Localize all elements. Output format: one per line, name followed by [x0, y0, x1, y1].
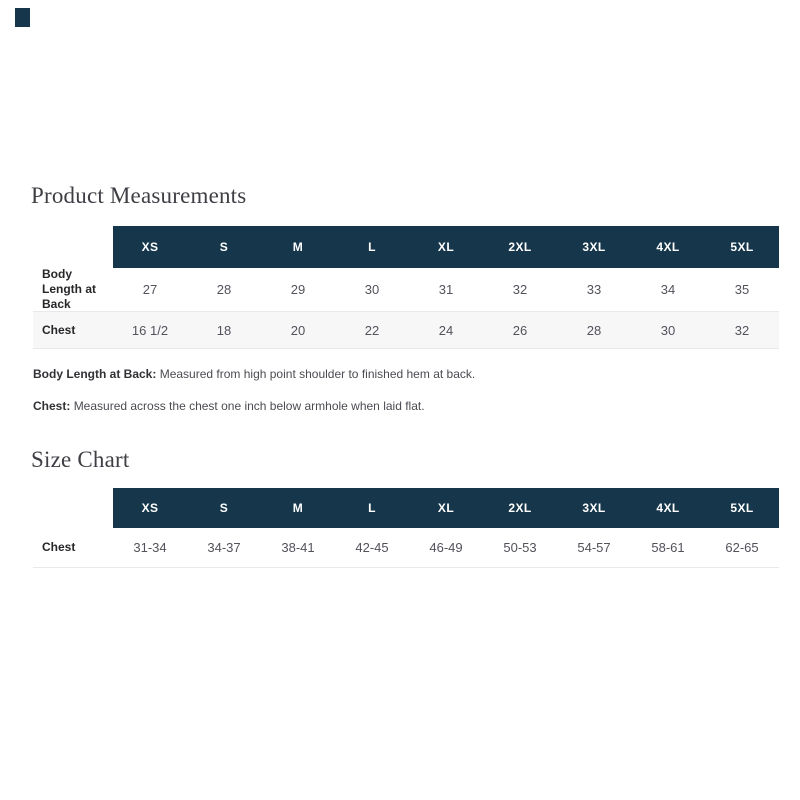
row-label: Body Length at Back: [42, 267, 96, 311]
measurement-value: 28: [586, 322, 602, 338]
product-measurements-table: XS S M L XL 2XL 3XL 4XL 5XL Body Length …: [33, 226, 779, 349]
note-text: Measured across the chest one inch below…: [73, 399, 425, 413]
size-range-value: 46-49: [429, 540, 463, 555]
size-range-value: 54-57: [577, 540, 611, 555]
row-label: Chest: [42, 322, 76, 337]
product-measurements-heading: Product Measurements: [31, 183, 247, 208]
size-header-2xl: 2XL: [483, 226, 557, 268]
size-range-value: 38-41: [281, 540, 315, 555]
row-label: Chest: [42, 540, 76, 554]
size-chart-heading: Size Chart: [31, 447, 130, 472]
size-range-value: 62-65: [725, 540, 759, 555]
size-guide-content: Product Measurements XS S M L XL 2XL 3XL…: [31, 183, 800, 568]
measurement-value: 20: [290, 322, 306, 338]
corner-mark: [15, 8, 30, 27]
measurement-value: 28: [216, 282, 232, 297]
measurement-value: 31: [438, 282, 454, 297]
measurement-value: 33: [586, 282, 602, 297]
note-label: Body Length at Back:: [33, 367, 157, 381]
body-length-note: Body Length at Back: Measured from high …: [33, 367, 800, 382]
size-header-m: M: [261, 226, 335, 268]
size-header-xl: XL: [409, 226, 483, 268]
size-header-l: L: [335, 488, 409, 528]
measurement-value: 30: [660, 322, 676, 338]
size-chart-table-header: XS S M L XL 2XL 3XL 4XL 5XL: [33, 488, 779, 528]
size-header-2xl: 2XL: [483, 488, 557, 528]
measurement-value: 34: [660, 282, 676, 297]
size-header-m: M: [261, 488, 335, 528]
measurement-value: 27: [142, 282, 158, 297]
measurement-value: 26: [512, 322, 528, 338]
body-length-row: Body Length at Back 27 28 29 30 31 32 33…: [33, 267, 779, 312]
size-header-5xl: 5XL: [705, 226, 779, 268]
size-header-xs: XS: [113, 488, 187, 528]
measurement-value: 32: [734, 322, 750, 338]
measurement-value: 24: [438, 322, 454, 338]
measurement-value: 18: [216, 322, 232, 338]
measurement-value: 30: [364, 282, 380, 297]
chest-note: Chest: Measured across the chest one inc…: [33, 399, 800, 414]
measurement-value: 16 1/2: [131, 322, 169, 338]
header-spacer-cell: [33, 226, 113, 268]
size-header-l: L: [335, 226, 409, 268]
chest-range-row: Chest 31-34 34-37 38-41 42-45 46-49 50-5…: [33, 528, 779, 568]
measurement-value: 32: [512, 282, 528, 297]
size-header-4xl: 4XL: [631, 488, 705, 528]
size-header-3xl: 3XL: [557, 226, 631, 268]
measurement-value: 35: [734, 282, 750, 297]
size-header-s: S: [187, 488, 261, 528]
measurement-value: 29: [290, 282, 306, 297]
size-range-value: 42-45: [355, 540, 389, 555]
size-header-xl: XL: [409, 488, 483, 528]
measurement-value: 22: [364, 322, 380, 338]
size-header-s: S: [187, 226, 261, 268]
size-header-xs: XS: [113, 226, 187, 268]
size-range-value: 31-34: [133, 540, 167, 555]
chest-row: Chest 16 1/2 18 20 22 24 26 28 30 32: [33, 312, 779, 349]
size-range-value: 58-61: [651, 540, 685, 555]
note-text: Measured from high point shoulder to fin…: [159, 367, 476, 381]
size-header-5xl: 5XL: [705, 488, 779, 528]
size-header-4xl: 4XL: [631, 226, 705, 268]
note-label: Chest:: [33, 399, 71, 413]
header-spacer-cell: [33, 488, 113, 528]
size-chart-table: XS S M L XL 2XL 3XL 4XL 5XL Chest 31-34 …: [33, 488, 779, 568]
size-range-value: 50-53: [503, 540, 537, 555]
product-measurements-table-header: XS S M L XL 2XL 3XL 4XL 5XL: [33, 226, 779, 268]
size-header-3xl: 3XL: [557, 488, 631, 528]
size-range-value: 34-37: [207, 540, 241, 555]
